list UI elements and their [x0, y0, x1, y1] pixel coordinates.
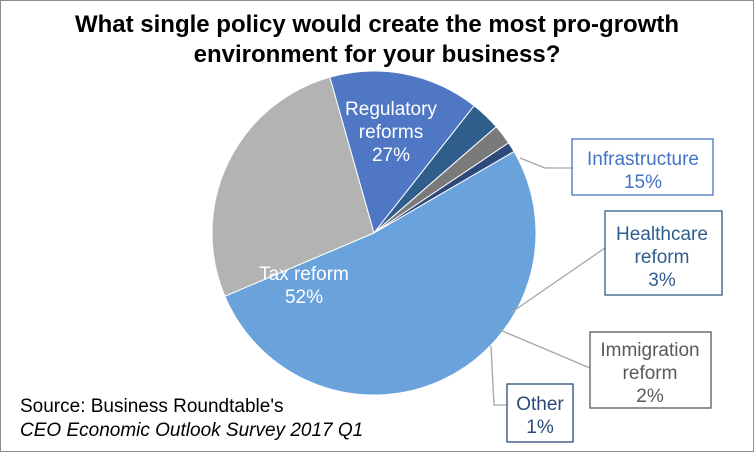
data-label-infrastructure: 15% [624, 172, 662, 193]
leader-lines [490, 157, 606, 406]
category-label-tax-reform: Tax reform [259, 264, 349, 285]
label-box-other [506, 383, 574, 443]
source-line-1: Source: Business Roundtable's [20, 396, 284, 417]
pie-slice-infrastructure [329, 70, 475, 235]
data-label-other: 1% [526, 417, 554, 438]
data-label-regulatory-reforms: 27% [372, 145, 410, 166]
category-label-immigration-reform: Immigration [600, 340, 699, 361]
data-label-tax-reform: 52% [285, 287, 323, 308]
category-label-healthcare-reform: reform [635, 247, 690, 268]
chart-title-line-1: What single policy would create the most… [74, 11, 680, 38]
source-note: Source: Business Roundtable's CEO Econom… [20, 395, 363, 443]
leader-line-other [490, 345, 507, 406]
leader-line-infrastructure [519, 157, 572, 169]
label-box-immigration-reform [589, 331, 712, 409]
category-label-regulatory-reforms: reforms [359, 122, 423, 143]
label-box-healthcare-reform [604, 210, 723, 296]
pie-slice-tax-reform [224, 150, 537, 396]
category-label-immigration-reform: reform [623, 363, 678, 384]
pie-slices [211, 70, 537, 396]
chart-title-line-2: environment for your business? [193, 41, 561, 68]
category-label-healthcare-reform: Healthcare [616, 224, 708, 245]
category-label-infrastructure: Infrastructure [587, 149, 699, 170]
pie-slice-regulatory-reforms [211, 76, 375, 297]
data-label-immigration-reform: 2% [636, 386, 664, 407]
leader-line-healthcare-reform [511, 247, 606, 313]
label-box-infrastructure [571, 138, 714, 196]
chart-title: What single policy would create the most… [0, 10, 754, 70]
data-label-healthcare-reform: 3% [648, 270, 676, 291]
category-label-regulatory-reforms: Regulatory [345, 99, 437, 120]
source-line-2: CEO Economic Outlook Survey 2017 Q1 [20, 420, 364, 441]
category-label-other: Other [516, 394, 564, 415]
leader-line-immigration-reform [499, 329, 591, 369]
